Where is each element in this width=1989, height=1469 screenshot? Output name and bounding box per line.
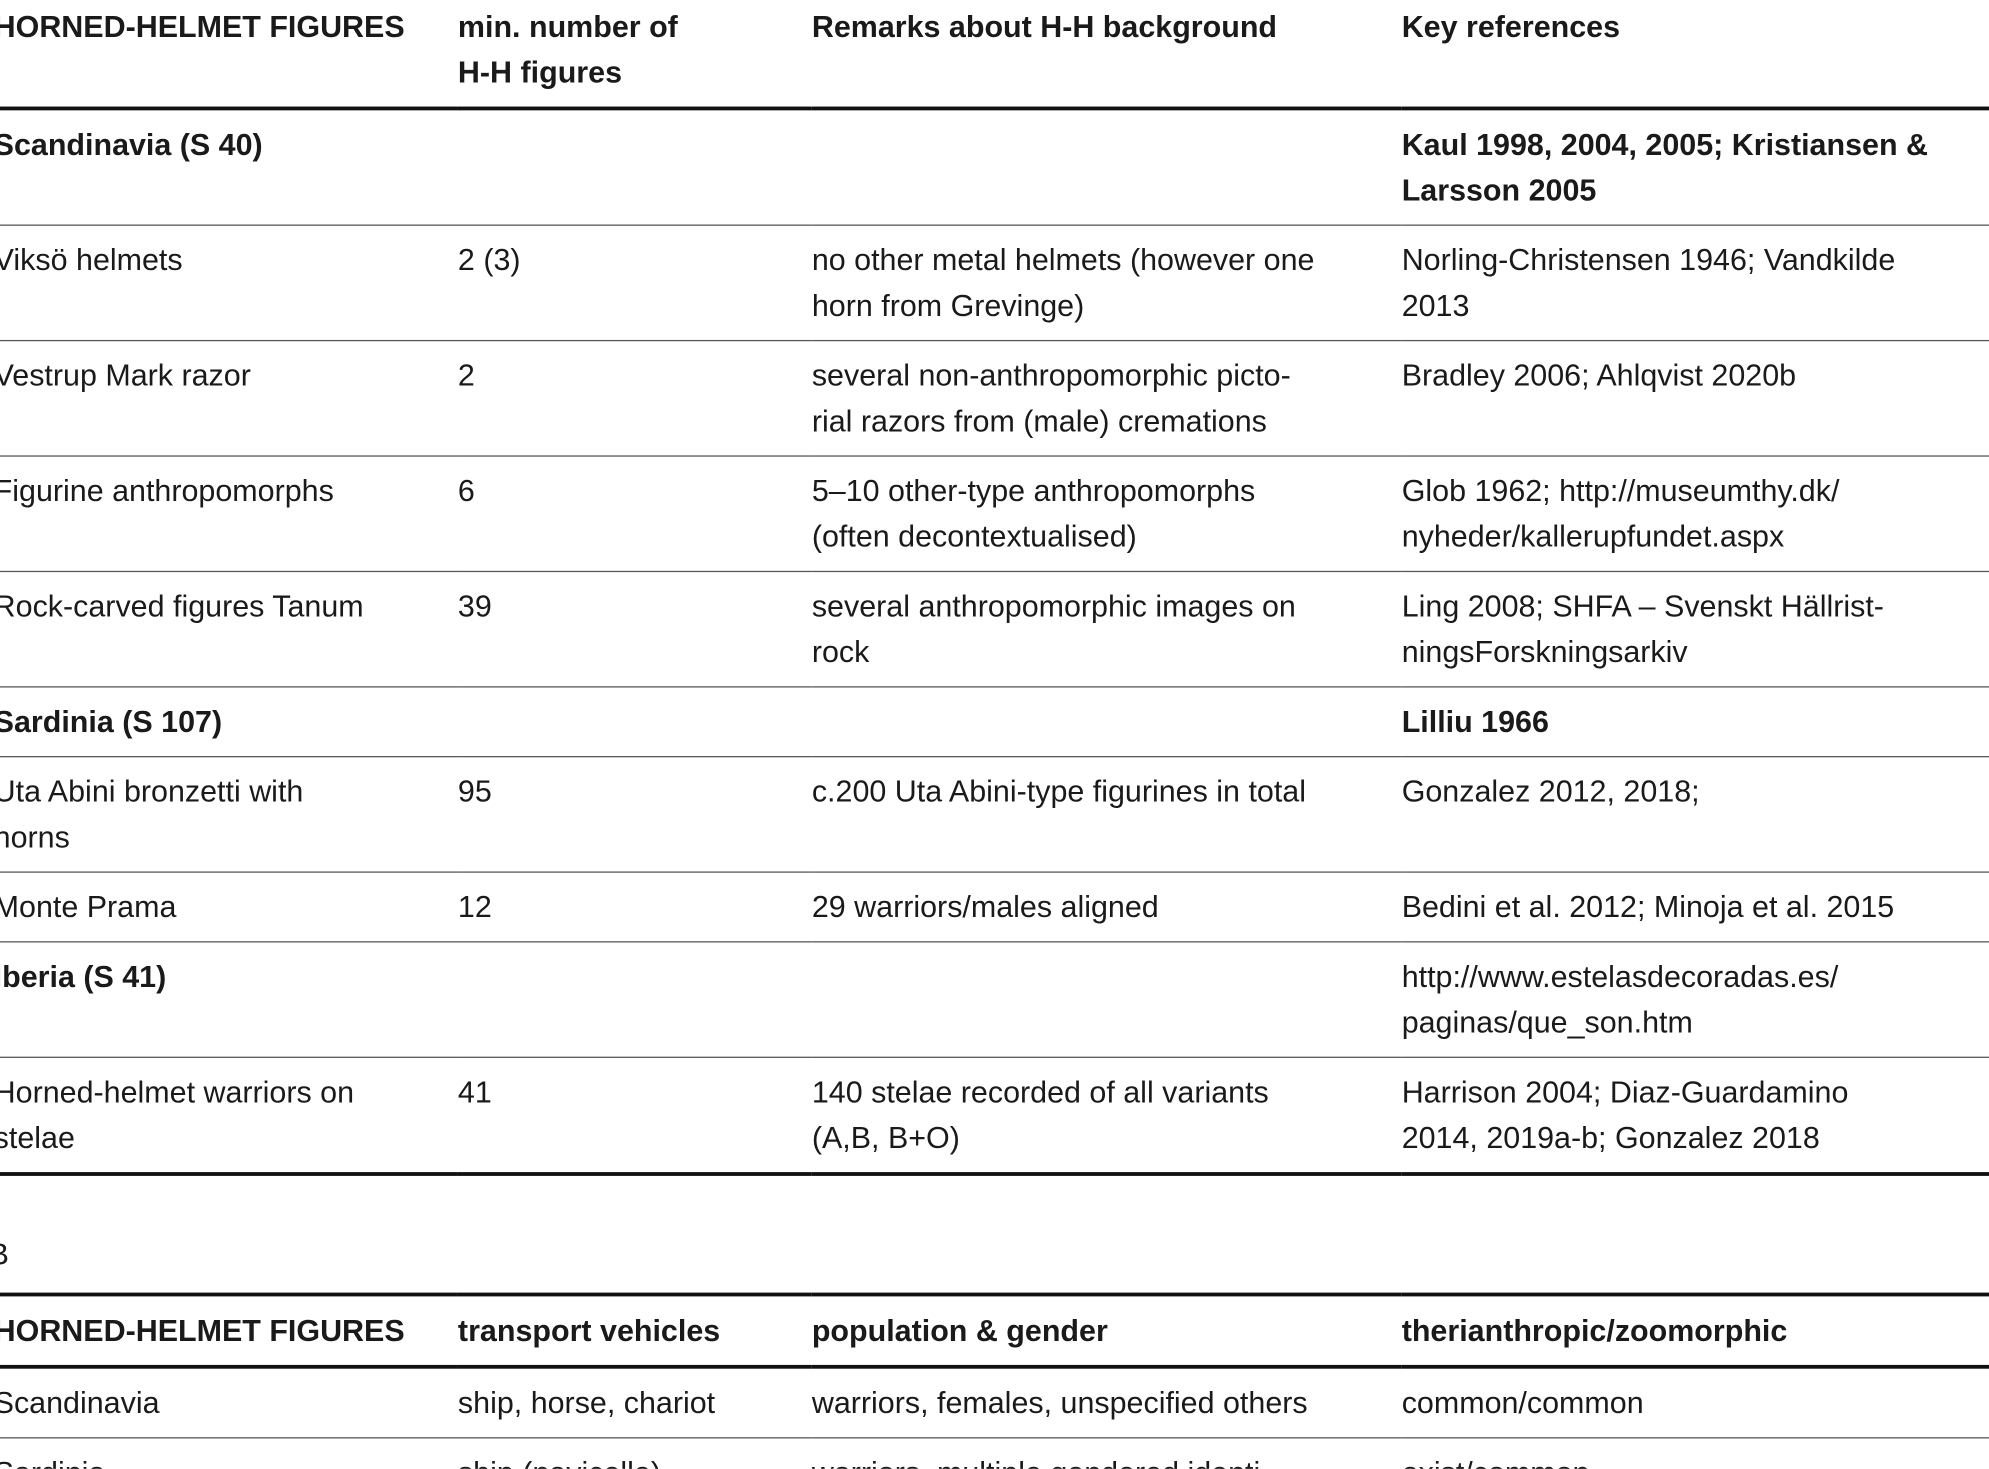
table-row: Scandinavia ship, horse, chariot warriors,… [0,1366,1989,1439]
cell: 12 [457,872,812,943]
table-label: B [0,1233,9,1279]
table-row: Figurine anthropomorphs 6 5–10 other-type … [0,456,1989,573]
column-header: HORNED-HELMET FIGURES [0,1294,458,1369]
cell: Scandinavia [0,1366,458,1439]
table-row: Vestrup Mark razor 2 several non-anthropom… [0,340,1989,457]
cell: Uta Abini bronzetti with horns [0,756,458,873]
cell: Figurine anthropomorphs [0,456,458,573]
column-header: Key references [1401,0,1989,111]
header-row: HORNED-HELMET FIGURES transport vehicles p… [0,1294,1989,1369]
group-row: Iberia (S 41) http://www.estelasdecoradas… [0,941,1989,1058]
group-row: Sardinia (S 107) Lilliu 1966 [0,686,1989,758]
empty-cell [811,686,1402,758]
cell: 2 [457,340,812,457]
column-header: transport vehicles [457,1294,812,1369]
cell: Sardinia [0,1437,458,1469]
cell: Norling-Christensen 1946; Vandkilde 2013 [1401,225,1989,342]
cell: warriors, females, unspecified others [811,1366,1402,1439]
cell: 6 [457,456,812,573]
cell: 5–10 other-type anthropomorphs (often de… [811,456,1402,573]
empty-cell [811,941,1402,1058]
cell: Monte Prama [0,872,458,943]
cell: c.200 Uta Abini-type figurines in total [811,756,1402,873]
cell: Rock-carved figures Tanum [0,571,458,688]
cell: exist/common [1401,1437,1989,1469]
cell: Bedini et al. 2012; Minoja et al. 2015 [1401,872,1989,943]
column-header: therianthropic/zoomorphic [1401,1294,1989,1369]
cell: ship (navicelle) [457,1437,812,1469]
cell: Ling 2008; SHFA – Svenskt Hällrist- ning… [1401,571,1989,688]
column-header: HORNED-HELMET FIGURES [0,0,458,111]
cell: Harrison 2004; Diaz-Guardamino 2014, 201… [1401,1057,1989,1176]
cell: Viksö helmets [0,225,458,342]
cell: 41 [457,1057,812,1176]
cell: Sardinia (S 107) [0,686,458,758]
cell: Kaul 1998, 2004, 2005; Kristiansen & Lar… [1401,108,1989,226]
cell: several non-anthropomorphic picto- rial … [811,340,1402,457]
table: HORNED-HELMET FIGURES min. number of H-H … [0,0,1989,1176]
cell: Glob 1962; http://museumthy.dk/ nyheder/… [1401,456,1989,573]
group-row: Scandinavia (S 40) Kaul 1998, 2004, 2005;… [0,108,1989,226]
empty-cell [457,941,812,1058]
cell: Gonzalez 2012, 2018; [1401,756,1989,873]
cell: no other metal helmets (however one horn… [811,225,1402,342]
column-header: Remarks about H-H background [811,0,1402,111]
cell: common/common [1401,1366,1989,1439]
empty-cell [457,686,812,758]
column-header: min. number of H-H figures [457,0,812,111]
cell: Horned-helmet warriors on stelae [0,1057,458,1176]
cell: Vestrup Mark razor [0,340,458,457]
table: HORNED-HELMET FIGURES transport vehicles p… [0,1292,1989,1469]
cell: Bradley 2006; Ahlqvist 2020b [1401,340,1989,457]
cell: 95 [457,756,812,873]
cell: 140 stelae recorded of all variants (A,B… [811,1057,1402,1176]
cell: warriors, multiple gendered identi- [811,1437,1402,1469]
column-header: population & gender [811,1294,1402,1369]
empty-cell [457,108,812,226]
table-row: Sardiniaship (navicelle)warriors, multip… [0,1437,1989,1469]
cell: 29 warriors/males aligned [811,872,1402,943]
table-row: Monte Prama 12 29 warriors/males aligned Be… [0,872,1989,943]
header-row: HORNED-HELMET FIGURES min. number of H-H … [0,0,1989,111]
empty-cell [811,108,1402,226]
table-row: Horned-helmet warriors on stelae 41 140 st… [0,1057,1989,1176]
cell: 2 (3) [457,225,812,342]
cell: 39 [457,571,812,688]
table-row: Viksö helmets 2 (3) no other metal helmets… [0,225,1989,342]
cell: http://www.estelasdecoradas.es/ paginas/… [1401,941,1989,1058]
cell: ship, horse, chariot [457,1366,812,1439]
cell: Iberia (S 41) [0,941,458,1058]
cell: several anthropomorphic images on rock [811,571,1402,688]
table-row: Rock-carved figures Tanum 39 several anthr… [0,571,1989,688]
cell: Lilliu 1966 [1401,686,1989,758]
cell: Scandinavia (S 40) [0,108,458,226]
